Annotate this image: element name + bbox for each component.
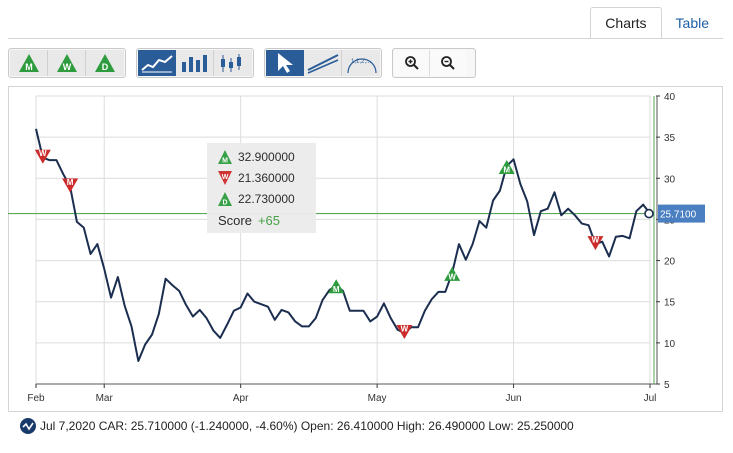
last-price-tag [658, 204, 705, 223]
daily-signal-icon: D [95, 54, 115, 72]
quote-status-line: Jul 7,2020 CAR: 25.710000 (-1.240000, -4… [20, 416, 574, 436]
sell-signal-w-icon: W [587, 236, 604, 251]
score-label: Score [218, 213, 252, 228]
svg-text:M: M [25, 62, 33, 72]
svg-text:1,1,2,...: 1,1,2,... [351, 59, 371, 65]
candlestick-chart-button[interactable] [214, 50, 252, 76]
bar-chart-button[interactable] [176, 50, 214, 76]
signal-marker [587, 236, 604, 251]
tab-charts[interactable]: Charts [590, 7, 662, 39]
chart-type-group [136, 48, 254, 78]
sell-signal-w-icon: W [34, 149, 51, 164]
quote-summary: Jul 7,2020 CAR: 25.710000 (-1.240000, -4… [40, 419, 574, 433]
chart-frame [8, 86, 723, 412]
svg-text:D: D [102, 62, 109, 72]
tooltip-weekly-value: 21.360000 [238, 171, 295, 185]
pointer-arrow-icon [278, 53, 293, 73]
signal-tooltip: M 32.900000 W 21.360000 D 22.730000 Scor… [207, 143, 316, 233]
signal-filter-group: M W D [8, 48, 126, 78]
x-tick-label: Jun [505, 393, 521, 404]
sell-signal-m-icon: M [62, 178, 79, 193]
y-tick-label: 20 [664, 257, 676, 268]
y-tick-label: 5 [664, 380, 670, 391]
drawing-tools-group: 1,1,2,... [264, 48, 382, 78]
signal-letter: W [39, 149, 47, 158]
svg-text:W: W [62, 62, 71, 72]
signal-marker [498, 159, 515, 174]
signal-marker [444, 266, 461, 281]
buy-signal-m-icon: M [328, 279, 345, 294]
svg-text:D: D [222, 200, 227, 207]
zoom-group [392, 48, 476, 78]
fibonacci-tool-button[interactable]: 1,1,2,... [342, 50, 380, 76]
line-chart-icon [141, 55, 173, 73]
monthly-signal-icon: M [18, 54, 39, 72]
y-tick-label: 15 [664, 298, 676, 309]
chart-area[interactable]: 403530252015105FebMarAprMayJunJulWMMWWMW… [8, 86, 723, 412]
y-tick-label: 30 [664, 174, 676, 185]
signal-letter: W [592, 236, 600, 245]
monthly-buy-icon: M [218, 150, 232, 164]
signal-letter: M [503, 165, 510, 174]
svg-text:M: M [222, 158, 228, 165]
svg-text:W: W [222, 174, 229, 181]
tooltip-daily-value: 22.730000 [238, 192, 295, 206]
x-tick-label: Jul [644, 393, 657, 404]
monthly-signal-button[interactable]: M [10, 50, 48, 76]
signal-marker [328, 279, 345, 294]
tooltip-weekly-row: W 21.360000 [218, 170, 295, 186]
y-tick-label: 10 [664, 339, 676, 350]
x-tick-label: May [368, 393, 387, 404]
y-tick-label: 40 [664, 92, 676, 103]
weekly-sell-icon: W [218, 171, 232, 185]
trendline-tool-button[interactable] [304, 50, 342, 76]
buy-signal-w-icon: W [444, 266, 461, 281]
score-value: +65 [257, 213, 281, 228]
signal-letter: W [448, 272, 456, 281]
x-tick-label: Mar [96, 393, 114, 404]
zoom-out-button[interactable] [430, 50, 466, 76]
x-tick-label: Apr [233, 393, 249, 404]
last-price-marker [644, 208, 654, 219]
trendline-icon [307, 54, 338, 74]
buy-signal-m-icon: M [498, 159, 515, 174]
x-tick-label: Feb [27, 393, 45, 404]
line-chart-button[interactable] [138, 50, 176, 76]
candlestick-chart-icon [221, 54, 241, 72]
signal-letter: M [67, 178, 74, 187]
zoom-in-icon [404, 56, 419, 70]
tab-divider [8, 38, 723, 39]
y-tick-label: 35 [664, 133, 676, 144]
bar-chart-icon [181, 55, 207, 72]
signal-letter: W [401, 324, 409, 333]
zoom-out-icon [441, 56, 455, 70]
tooltip-score: Score +65 [218, 213, 280, 228]
weekly-signal-button[interactable]: W [48, 50, 86, 76]
pointer-tool-button[interactable] [266, 50, 304, 76]
tooltip-daily-row: D 22.730000 [218, 191, 295, 207]
signal-marker [62, 178, 79, 193]
weekly-signal-icon: W [56, 54, 77, 72]
tooltip-monthly-value: 32.900000 [238, 150, 295, 164]
fibonacci-icon: 1,1,2,... [347, 58, 377, 74]
brand-logo-icon [20, 418, 36, 434]
price-chart[interactable]: 403530252015105FebMarAprMayJunJulWMMWWMW… [8, 86, 723, 412]
signal-letter: M [333, 285, 340, 294]
sell-signal-w-icon: W [396, 324, 413, 339]
price-series-line [35, 128, 651, 362]
signal-marker [34, 149, 51, 164]
tooltip-monthly-row: M 32.900000 [218, 149, 295, 165]
zoom-in-button[interactable] [394, 50, 430, 76]
last-price-label: 25.7100 [660, 210, 697, 221]
tab-table[interactable]: Table [675, 15, 709, 31]
view-tabs: Charts Table [590, 7, 723, 39]
signal-marker [396, 324, 413, 339]
daily-buy-icon: D [218, 192, 232, 206]
daily-signal-button[interactable]: D [86, 50, 124, 76]
